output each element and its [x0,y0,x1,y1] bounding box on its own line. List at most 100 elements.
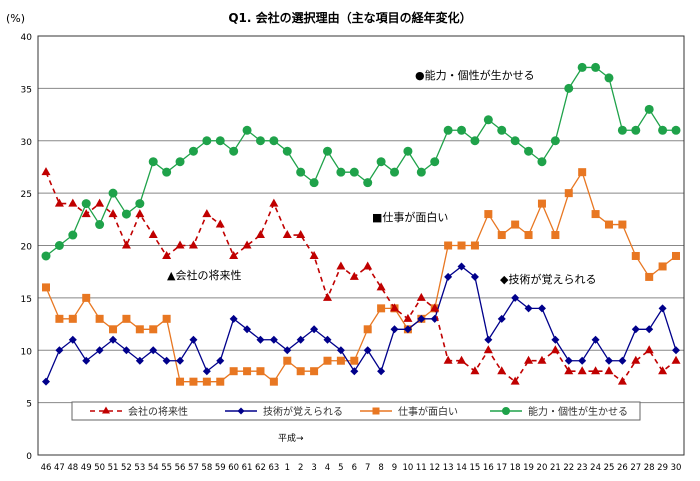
x-tick-label: 63 [268,463,279,473]
data-point [376,157,386,167]
data-point [175,240,185,249]
data-point [296,367,305,376]
data-point [68,314,77,323]
x-tick-label: 23 [577,463,588,473]
data-point [430,303,440,312]
data-point [309,250,319,259]
data-point [81,209,91,218]
x-tick-label: 17 [496,463,507,473]
data-point [216,356,225,365]
data-point [202,367,211,376]
x-tick-label: 61 [242,463,253,473]
data-point [256,335,265,344]
data-point [229,314,238,323]
data-point [310,325,319,334]
x-tick-label: 5 [338,463,343,473]
data-point [591,62,601,72]
data-point [42,283,50,292]
data-point [215,136,225,146]
data-point [269,335,278,344]
data-point [149,325,158,334]
data-point [336,167,346,177]
data-point [148,157,158,167]
data-point [470,272,479,281]
y-tick-label: 5 [26,400,32,410]
series-annotation: ◆技術が覚えられる [500,272,596,286]
data-point [444,272,453,281]
data-point [256,367,265,376]
data-point [403,313,413,322]
data-point [510,376,520,385]
data-point [470,136,480,146]
x-tick-label: 22 [563,463,574,473]
data-point [363,325,372,334]
data-point [121,209,131,219]
data-point [242,240,252,249]
data-point [658,262,667,271]
x-tick-label: 27 [630,463,641,473]
data-point [537,304,546,313]
data-point [377,304,386,313]
data-point [537,355,547,364]
x-tick-label: 12 [429,463,440,473]
data-point [604,73,614,83]
x-tick-label: 15 [470,463,481,473]
x-tick-label: 21 [550,463,561,473]
data-point [510,136,520,146]
data-point [81,199,91,209]
data-point [108,209,118,218]
y-tick-label: 35 [21,85,32,95]
y-tick-label: 25 [21,190,32,200]
data-point [483,345,493,354]
data-point [229,250,239,259]
data-point [577,62,587,72]
x-tick-label: 3 [311,463,316,473]
y-tick-label: 20 [21,243,33,253]
x-tick-label: 46 [41,463,52,473]
data-point [443,125,453,135]
data-point [551,335,560,344]
y-tick-label: 10 [21,347,33,357]
data-point [363,346,372,355]
data-point [149,346,158,355]
data-point [457,262,466,271]
data-point [497,314,506,323]
data-point [604,356,613,365]
y-tick-label: 40 [21,33,33,43]
data-point [135,199,145,209]
data-point [430,157,440,167]
data-point [470,366,480,375]
data-point [497,366,507,375]
x-tick-label: 57 [188,463,199,473]
x-tick-label: 59 [215,463,226,473]
data-point [41,251,51,261]
x-tick-label: 56 [175,463,186,473]
legend-label: 仕事が面白い [398,405,458,418]
data-point [282,230,292,239]
data-point [578,356,587,365]
data-point [550,136,560,146]
data-point [162,250,172,259]
x-tick-label: 4 [325,463,330,473]
chart-title: Q1. 会社の選択理由（主な項目の経年変化） [228,10,471,25]
data-point [350,356,359,365]
data-point [497,231,506,240]
x-tick-label: 30 [671,463,682,473]
data-point [524,231,533,240]
x-tick-label: 1 [285,463,290,473]
data-point [135,356,144,365]
data-point [363,178,373,188]
data-point [189,335,198,344]
plot-frame [37,35,685,456]
legend-label: 能力・個性が生かせる [528,405,628,418]
data-point [537,199,546,208]
series-annotation: ▲会社の将来性 [167,268,241,282]
data-point [645,272,654,281]
data-point [497,125,507,135]
data-point [54,241,64,250]
data-point [502,407,510,415]
x-tick-label: 24 [590,463,601,473]
data-point [55,346,64,355]
x-tick-label: 25 [604,463,615,473]
